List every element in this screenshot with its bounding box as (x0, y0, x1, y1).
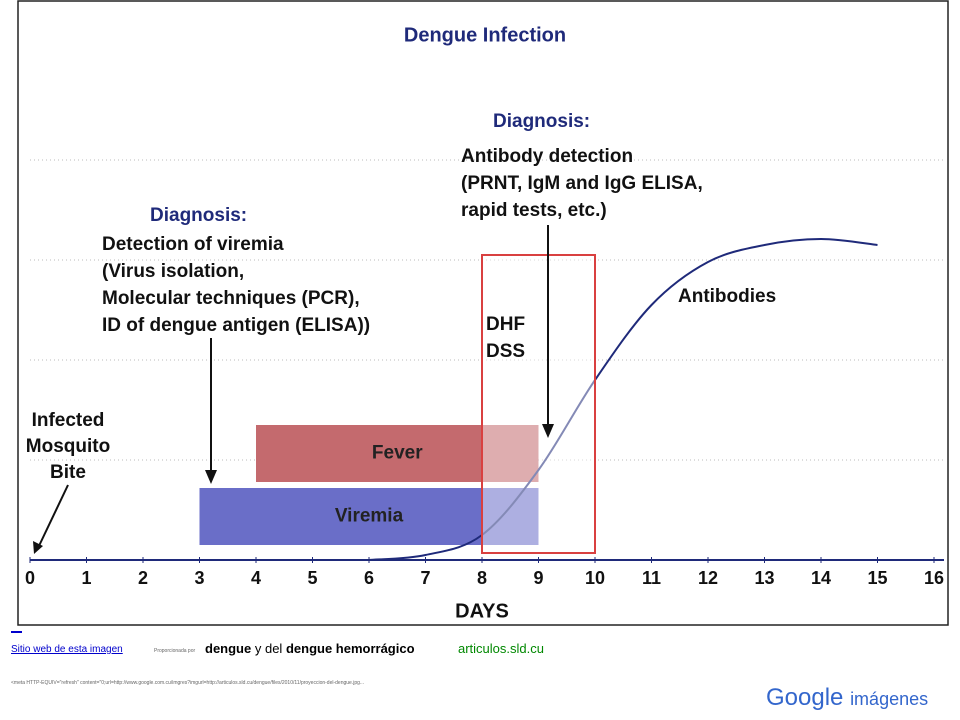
x-tick-label: 16 (924, 568, 944, 588)
title-part: dengue hemorrágico (285, 641, 415, 656)
url-text: <meta HTTP-EQUIV="refresh" content="0;ur… (11, 680, 365, 686)
site: articulos.sld.cu (458, 641, 544, 656)
window-shade (481, 254, 596, 554)
x-tick-label: 15 (867, 568, 887, 588)
x-tick-label: 4 (251, 568, 261, 588)
image-title: dengue y del dengue hemorrágico (205, 641, 415, 656)
annotation: Infected (32, 410, 105, 431)
annotation-heading: Diagnosis: (150, 205, 247, 226)
x-tick-label: 12 (698, 568, 718, 588)
x-tick-label: 6 (364, 568, 374, 588)
window-label: DHF (486, 314, 525, 335)
x-tick-label: 1 (81, 568, 91, 588)
brand: Google imágenes (766, 684, 928, 712)
x-tick-label: 9 (533, 568, 543, 588)
annotation: (Virus isolation, (102, 261, 244, 282)
annotation: Detection of viremia (102, 234, 284, 255)
series-label: Antibodies (678, 286, 776, 307)
range-label: Viremia (335, 506, 404, 527)
annotations: Infected Mosquito Bite Diagnosis: Detect… (26, 111, 703, 554)
site-link[interactable]: Sitio web de esta imagen (11, 644, 123, 655)
chart: Dengue Infection DAYS 0 1 2 3 4 5 6 7 8 9 10 11 12 13… (17, 0, 949, 626)
x-tick-label: 0 (25, 568, 35, 588)
x-tick-label: 5 (307, 568, 317, 588)
annotation: (PRNT, IgM and IgG ELISA, (461, 173, 703, 194)
title-part: y del (254, 641, 283, 656)
brand-logo: Google (766, 684, 844, 711)
x-axis-label: DAYS (455, 600, 509, 622)
window-label: DSS (486, 341, 525, 362)
annotation-heading: Diagnosis: (493, 111, 590, 132)
arrowhead (33, 541, 43, 554)
x-tick-label: 10 (585, 568, 605, 588)
brand-text: imágenes (850, 689, 929, 709)
x-tick-label: 8 (477, 568, 487, 588)
chart-title: Dengue Infection (404, 24, 566, 46)
annotation: Mosquito (26, 436, 110, 457)
title-part: dengue (205, 641, 252, 656)
footer: Sitio web de esta imagen Proporcionada p… (0, 628, 960, 720)
arrowhead (542, 424, 554, 438)
x-tick-label: 2 (138, 568, 148, 588)
annotation: Antibody detection (461, 146, 633, 167)
x-tick-label: 14 (811, 568, 831, 588)
x-tick-label: 7 (420, 568, 430, 588)
thumb-link[interactable] (11, 631, 22, 633)
annotation: Bite (50, 462, 86, 483)
annotation: rapid tests, etc.) (461, 200, 607, 221)
provided: Proporcionada por (154, 648, 196, 654)
annotation: ID of dengue antigen (ELISA)) (102, 315, 370, 336)
annotation: Molecular techniques (PCR), (102, 288, 360, 309)
x-tick-label: 13 (754, 568, 774, 588)
x-tick-label: 3 (194, 568, 204, 588)
x-tick-label: 11 (642, 568, 661, 588)
range-bar (256, 425, 539, 482)
line (368, 237, 878, 561)
arrow (37, 484, 69, 549)
arrowhead (205, 470, 217, 484)
range-label: Fever (372, 443, 423, 464)
